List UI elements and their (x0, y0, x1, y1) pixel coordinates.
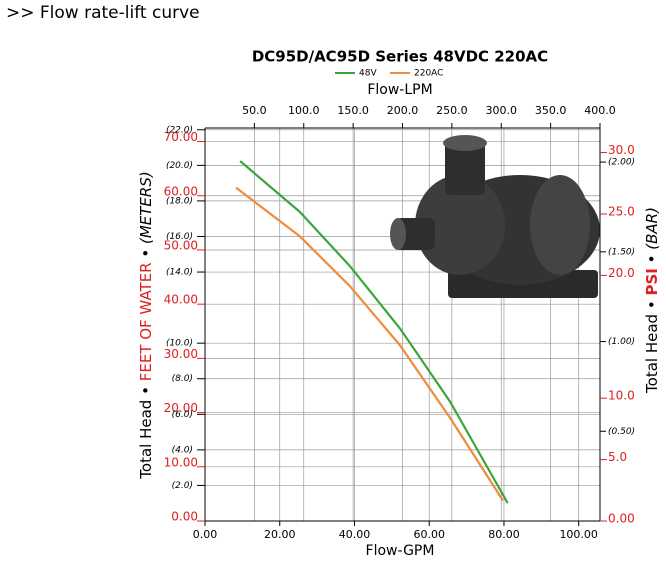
y-meters-tick-label: (10.0) (166, 339, 193, 349)
y-meters-tick-label: (20.0) (166, 161, 193, 171)
y-meters-tick-label: (2.0) (172, 481, 193, 491)
x2-tick-label: 350.0 (535, 104, 567, 117)
y2-label: Total Head • PSI • (BAR) (643, 207, 661, 394)
y-bar-tick-label: (0.50) (608, 427, 635, 437)
x-tick-label: 20.00 (264, 528, 296, 541)
legend-label: 220AC (414, 69, 443, 79)
x2-tick-label: 100.0 (288, 104, 320, 117)
y-meters-tick-label: (8.0) (172, 374, 193, 384)
series-line (239, 160, 509, 504)
y-meters-tick-label: (6.0) (172, 410, 193, 420)
y-tick-label: 70.00 (164, 130, 198, 144)
pump-image (390, 135, 600, 298)
y-tick-label: 20.00 (164, 401, 198, 415)
heading: >> Flow rate-lift curve (6, 3, 200, 23)
y-tick-label: 10.00 (164, 455, 198, 469)
y-bar-tick-label: (1.00) (608, 337, 635, 347)
x2-tick-label: 250.0 (436, 104, 468, 117)
y2-tick-label: 30.0 (608, 143, 635, 157)
x2-tick-label: 200.0 (387, 104, 419, 117)
y-bar-tick-label: (1.50) (608, 247, 635, 257)
y-meters-tick-label: (14.0) (166, 268, 193, 278)
y-meters-tick-label: (4.0) (172, 445, 193, 455)
y2-label-part: PSI (643, 268, 661, 295)
y-meters-tick-label: (16.0) (166, 232, 193, 242)
y-tick-label: 30.00 (164, 347, 198, 361)
x2-label: Flow-LPM (367, 82, 432, 98)
y-tick-label: 50.00 (164, 238, 198, 252)
y-tick-label: 0.00 (171, 510, 198, 524)
chart-title: DC95D/AC95D Series 48VDC 220AC (252, 48, 548, 66)
y-label-part: Total Head • (137, 386, 155, 480)
x2-tick-label: 150.0 (337, 104, 369, 117)
y-label: Total Head • FEET OF WATER • (METERS) (137, 171, 155, 479)
y2-tick-label: 25.0 (608, 204, 635, 218)
x2-tick-label: 400.0 (584, 104, 616, 117)
x-tick-label: 0.00 (193, 528, 218, 541)
y-label-part: • (METERS) (137, 171, 155, 257)
series-line (235, 186, 504, 501)
y2-tick-label: 10.0 (608, 389, 635, 403)
y-tick-label: 60.00 (164, 184, 198, 198)
y-meters-tick-label: (18.0) (166, 196, 193, 206)
x2-tick-label: 300.0 (486, 104, 518, 117)
y-bar-tick-label: (2.00) (608, 158, 635, 168)
x-tick-label: 100.00 (559, 528, 598, 541)
x-tick-label: 60.00 (413, 528, 445, 541)
y2-tick-label: 5.0 (608, 450, 627, 464)
y2-tick-label: 20.0 (608, 266, 635, 280)
x-tick-label: 40.00 (339, 528, 371, 541)
y2-label-part: Total Head • (643, 300, 661, 394)
x-label: Flow-GPM (366, 543, 435, 559)
y2-label-part: • (BAR) (643, 207, 661, 263)
y-meters-tick-label: (22.0) (166, 125, 193, 135)
x-tick-label: 80.00 (488, 528, 520, 541)
y2-tick-label: 0.00 (608, 512, 635, 526)
y-label-part: FEET OF WATER (137, 262, 155, 381)
legend-label: 48V (359, 69, 377, 79)
x2-tick-label: 50.0 (242, 104, 267, 117)
y-tick-label: 40.00 (164, 293, 198, 307)
